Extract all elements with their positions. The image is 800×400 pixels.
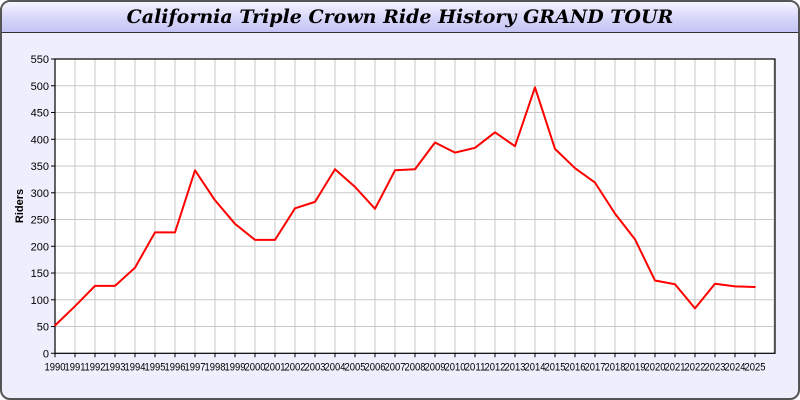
data-point bbox=[614, 212, 616, 215]
data-point bbox=[334, 168, 336, 171]
data-point bbox=[394, 169, 396, 172]
y-axis-label: Riders bbox=[14, 189, 26, 223]
data-point bbox=[254, 239, 256, 241]
series-line bbox=[54, 86, 756, 327]
x-tick-label: 2021 bbox=[665, 361, 686, 373]
x-tick-label: 2017 bbox=[585, 361, 606, 373]
x-tick-label: 2002 bbox=[285, 361, 306, 373]
x-tick-label: 2019 bbox=[625, 361, 646, 373]
data-point bbox=[314, 201, 316, 203]
data-point bbox=[354, 186, 356, 188]
data-point bbox=[434, 141, 436, 144]
y-tick-label: 150 bbox=[31, 268, 49, 280]
x-tick-label: 1996 bbox=[165, 361, 186, 373]
x-tick-label: 2014 bbox=[525, 361, 546, 373]
x-tick-label: 2023 bbox=[705, 361, 726, 373]
x-tick-label: 1995 bbox=[145, 361, 166, 373]
data-point bbox=[474, 147, 476, 149]
x-tick-label: 2003 bbox=[305, 361, 326, 373]
y-tick-label: 250 bbox=[31, 215, 49, 227]
data-point bbox=[174, 231, 176, 234]
chart-title: California Triple Crown Ride History GRA… bbox=[126, 6, 674, 28]
x-tick-label: 1998 bbox=[205, 361, 226, 373]
x-tick-label: 2011 bbox=[465, 361, 486, 373]
x-tick-label: 2016 bbox=[565, 361, 586, 373]
x-tick-label: 2012 bbox=[485, 361, 506, 373]
data-point bbox=[634, 238, 636, 241]
x-tick-label: 2005 bbox=[345, 361, 366, 373]
y-tick-label: 100 bbox=[31, 295, 49, 307]
y-tick-label: 450 bbox=[31, 108, 49, 120]
title-bar: California Triple Crown Ride History GRA… bbox=[2, 2, 798, 33]
data-point bbox=[274, 239, 276, 241]
data-point bbox=[94, 285, 96, 287]
data-point bbox=[114, 285, 116, 287]
data-point bbox=[534, 86, 536, 89]
data-point bbox=[234, 223, 236, 225]
plot-border bbox=[54, 58, 776, 354]
x-tick-label: 1993 bbox=[105, 361, 126, 373]
x-tick-label: 2000 bbox=[245, 361, 266, 373]
data-point bbox=[654, 279, 656, 282]
data-point bbox=[214, 199, 216, 202]
data-point bbox=[454, 151, 456, 154]
x-tick-label: 2007 bbox=[385, 361, 406, 373]
x-tick-label: 2024 bbox=[725, 361, 746, 373]
y-tick-label: 50 bbox=[37, 322, 49, 334]
x-tick-label: 2020 bbox=[645, 361, 666, 373]
x-tick-label: 2006 bbox=[365, 361, 386, 373]
y-tick-label: 300 bbox=[31, 188, 49, 200]
y-tick-label: 400 bbox=[31, 134, 49, 146]
y-tick-label: 500 bbox=[31, 81, 49, 93]
y-tick-label: 350 bbox=[31, 161, 49, 173]
y-tick-label: 0 bbox=[43, 348, 49, 360]
x-tick-label: 2025 bbox=[745, 361, 766, 373]
data-point bbox=[294, 207, 296, 210]
x-tick-label: 2001 bbox=[265, 361, 286, 373]
data-point bbox=[514, 145, 516, 148]
x-tick-label: 2004 bbox=[325, 361, 346, 373]
data-point bbox=[194, 169, 196, 172]
x-tick-label: 2009 bbox=[425, 361, 446, 373]
data-point bbox=[734, 285, 736, 288]
data-point bbox=[674, 283, 676, 286]
data-point bbox=[594, 181, 596, 184]
data-point bbox=[74, 305, 76, 308]
data-point bbox=[54, 324, 56, 327]
data-point bbox=[694, 307, 696, 310]
data-point bbox=[414, 168, 416, 171]
data-point bbox=[714, 282, 716, 285]
x-tick-label: 1994 bbox=[125, 361, 146, 373]
x-tick-label: 1999 bbox=[225, 361, 246, 373]
data-point bbox=[754, 286, 756, 288]
data-point bbox=[574, 167, 576, 169]
data-point bbox=[154, 231, 156, 234]
x-tick-label: 2013 bbox=[505, 361, 526, 373]
x-tick-label: 2018 bbox=[605, 361, 626, 373]
y-tick-label: 550 bbox=[31, 54, 49, 66]
data-point bbox=[134, 266, 136, 269]
data-point bbox=[494, 131, 496, 134]
x-tick-label: 1992 bbox=[85, 361, 106, 373]
x-tick-label: 1991 bbox=[65, 361, 86, 373]
x-tick-label: 1997 bbox=[185, 361, 206, 373]
data-point bbox=[374, 208, 376, 210]
x-tick-label: 1990 bbox=[45, 361, 66, 373]
x-tick-label: 2008 bbox=[405, 361, 426, 373]
y-tick-label: 200 bbox=[31, 241, 49, 253]
x-tick-label: 2010 bbox=[445, 361, 466, 373]
data-point bbox=[554, 148, 556, 150]
x-tick-label: 2015 bbox=[545, 361, 566, 373]
x-tick-label: 2022 bbox=[685, 361, 706, 373]
